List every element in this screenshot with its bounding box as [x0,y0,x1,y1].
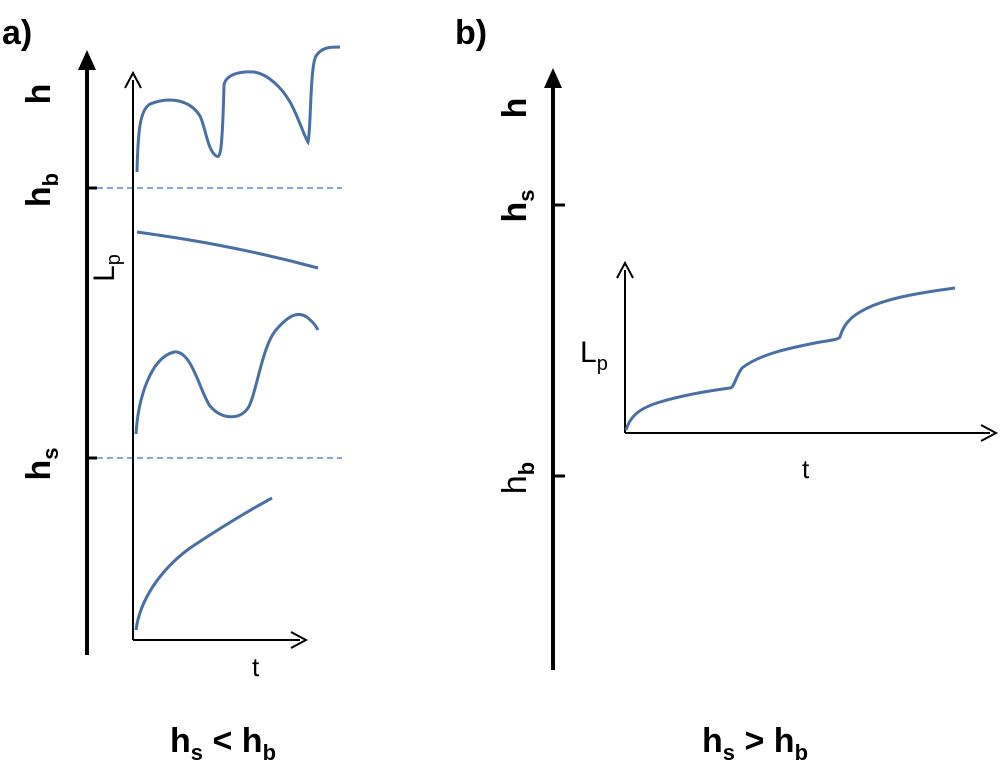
panel-b-h-axis-arrowhead [544,68,562,88]
panel-a-t-label: t [252,652,260,682]
svg-text:Lp: Lp [88,254,125,282]
panel-b-t-label: t [802,454,810,484]
svg-text:hb: hb [496,462,539,494]
panel-a-t-axis-arrowhead [290,631,309,649]
panel-a-curve-oscillating [134,313,320,435]
panel-b-label: b) [455,14,487,52]
panel-b-lp-axis-arrowhead [616,260,634,279]
panel-a-hs-level-label: hs [20,447,63,480]
panel-a-h-axis-label: h [20,84,58,105]
svg-text:hs: hs [20,447,63,480]
panel-a-caption: hs < hb [170,722,276,762]
panel-b-curve [624,286,956,431]
panel-a-curve-top [135,45,341,173]
panel-b-h-axis-label: h [496,98,534,119]
panel-a-lp-axis-arrowhead [124,70,142,89]
svg-text:hs: hs [496,189,539,222]
panel-b-t-axis-arrowhead [980,424,999,442]
panel-a: a) h hb hs Lp t hs < [2,14,342,762]
panel-a-curve-rising [134,496,273,631]
panel-a-label: a) [2,14,32,52]
panel-b: b) h hs hb Lp t hs > hb [455,14,999,762]
panel-b-caption: hs > hb [702,722,808,762]
panel-a-lp-label: Lp [88,254,125,282]
panel-a-hb-level-label: hb [20,173,63,207]
panel-b-lp-label: Lp [580,336,608,375]
panel-b-hb-level-label: hb [496,462,539,494]
panel-b-hs-level-label: hs [496,189,539,222]
svg-text:hb: hb [20,173,63,207]
panel-a-curve-declining [136,230,319,270]
panel-a-h-axis-arrowhead [78,50,96,70]
